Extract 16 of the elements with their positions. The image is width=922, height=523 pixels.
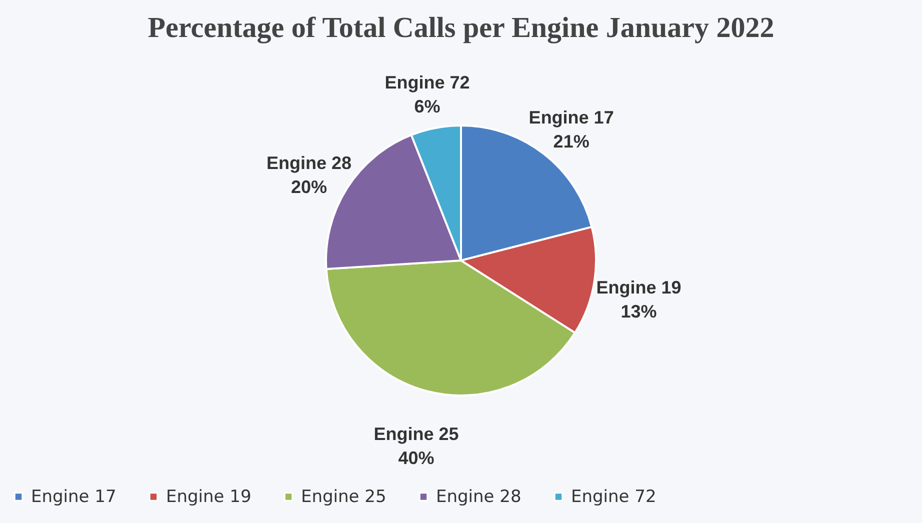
data-label: 20% (291, 177, 328, 198)
legend-label: Engine 19 (166, 486, 252, 507)
legend-label: Engine 25 (301, 486, 386, 507)
data-label: 40% (398, 448, 434, 468)
slice-label: Engine 19 (596, 278, 682, 298)
legend-label: Engine 17 (31, 486, 116, 507)
chart-title: Percentage of Total Calls per Engine January 2022 (148, 12, 774, 44)
data-label: 21% (553, 131, 590, 152)
legend-label: Engine 28 (436, 486, 522, 507)
slice-label: Engine 72 (384, 72, 470, 93)
data-label: 6% (414, 96, 440, 117)
legend-label: Engine 72 (571, 486, 656, 507)
slice-label: Engine 25 (374, 424, 459, 444)
slice-label: Engine 28 (266, 153, 352, 174)
data-label: 13% (620, 302, 657, 322)
slice-label: Engine 17 (528, 107, 614, 128)
